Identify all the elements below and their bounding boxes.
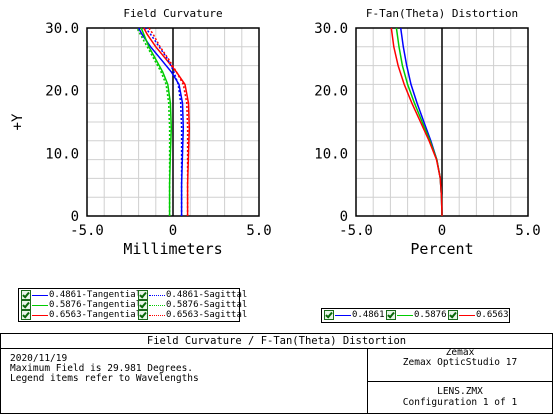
x-tick-label: 5.0 xyxy=(515,223,540,239)
y-tick-label: 20.0 xyxy=(314,84,348,100)
series-line-0-6563-sagittal xyxy=(148,27,189,216)
legend-label: 0.5876-Sagittal xyxy=(166,300,248,310)
legend-label: 0.5876-Tangential xyxy=(49,300,142,310)
footer-config: Configuration 1 of 1 xyxy=(402,397,518,408)
legend-swatch xyxy=(32,304,48,306)
series-line-0-5876-sagittal xyxy=(136,27,171,216)
x-tick-label: -5.0 xyxy=(70,223,104,239)
chart-title: F-Tan(Theta) Distortion xyxy=(366,7,518,20)
footer-legend-note: Legend items refer to Wavelengths xyxy=(10,373,199,384)
legend-checkbox[interactable] xyxy=(138,310,148,320)
legend-swatch xyxy=(32,314,48,316)
legend-checkbox[interactable] xyxy=(21,290,31,300)
legend-label: 0.4861 xyxy=(352,310,385,320)
legend-item-0-5876[interactable]: 0.5876 xyxy=(386,310,447,320)
x-tick-label: 0 xyxy=(438,223,446,239)
y-tick-label: 0 xyxy=(340,209,348,225)
field-curvature-legend: 0.4861-Tangential 0.4861-Sagittal 0.5876-T… xyxy=(18,288,247,322)
legend-swatch xyxy=(397,314,413,316)
series-line-0-4861-sagittal xyxy=(144,27,183,216)
legend-swatch xyxy=(149,314,165,316)
legend-checkbox[interactable] xyxy=(21,310,31,320)
footer-company: Zemax xyxy=(445,347,475,358)
y-tick-label: 10.0 xyxy=(45,146,79,162)
footer-file: LENS.ZMX xyxy=(437,386,483,397)
legend-swatch xyxy=(459,314,475,316)
y-tick-label: 30.0 xyxy=(314,21,348,37)
legend-label: 0.6563-Sagittal xyxy=(166,310,248,320)
x-tick-label: -5.0 xyxy=(339,223,373,239)
footer-divider-horizontal xyxy=(367,381,552,382)
legend-item-0-5876-sagittal[interactable]: 0.5876-Sagittal xyxy=(138,300,247,310)
legend-label: 0.6563 xyxy=(476,310,509,320)
legend-checkbox[interactable] xyxy=(324,310,334,320)
footer-panel: Field Curvature / F-Tan(Theta) Distortio… xyxy=(0,333,553,414)
footer-product: Zemax OpticStudio 17 xyxy=(402,357,518,368)
footer-max-field: Maximum Field is 29.981 Degrees. xyxy=(10,363,194,374)
legend-item-0-4861[interactable]: 0.4861 xyxy=(324,310,385,320)
distortion-legend: 0.4861 0.5876 0.6563 xyxy=(321,308,510,323)
legend-label: 0.6563-Tangential xyxy=(49,310,142,320)
legend-item-0-4861-tangential[interactable]: 0.4861-Tangential xyxy=(21,290,141,300)
legend-checkbox[interactable] xyxy=(138,290,148,300)
legend-item-0-4861-sagittal[interactable]: 0.4861-Sagittal xyxy=(138,290,247,300)
series-line-0-6563 xyxy=(390,27,443,217)
legend-label: 0.5876 xyxy=(414,310,447,320)
legend-swatch xyxy=(149,294,165,296)
legend-swatch xyxy=(335,314,351,316)
y-axis-label: +Y xyxy=(10,113,26,130)
legend-item-0-6563-tangential[interactable]: 0.6563-Tangential xyxy=(21,310,141,320)
legend-checkbox[interactable] xyxy=(21,300,31,310)
y-tick-label: 10.0 xyxy=(314,146,348,162)
x-tick-label: 0 xyxy=(169,223,177,239)
legend-label: 0.4861-Sagittal xyxy=(166,290,248,300)
legend-swatch xyxy=(32,294,48,296)
y-tick-label: 20.0 xyxy=(45,84,79,100)
legend-item-0-6563-sagittal[interactable]: 0.6563-Sagittal xyxy=(138,310,247,320)
legend-checkbox[interactable] xyxy=(138,300,148,310)
x-axis-label: Millimeters xyxy=(123,240,222,258)
y-tick-label: 30.0 xyxy=(45,21,79,37)
legend-item-0-6563[interactable]: 0.6563 xyxy=(448,310,509,320)
y-tick-label: 0 xyxy=(71,209,79,225)
footer-title: Field Curvature / F-Tan(Theta) Distortio… xyxy=(1,334,552,349)
legend-checkbox[interactable] xyxy=(386,310,396,320)
legend-swatch xyxy=(149,304,165,306)
legend-checkbox[interactable] xyxy=(448,310,458,320)
x-tick-label: 5.0 xyxy=(246,223,271,239)
legend-label: 0.4861-Tangential xyxy=(49,290,142,300)
x-axis-label: Percent xyxy=(410,240,473,258)
legend-item-0-5876-tangential[interactable]: 0.5876-Tangential xyxy=(21,300,141,310)
chart-title: Field Curvature xyxy=(123,7,222,20)
footer-date: 2020/11/19 xyxy=(10,353,68,364)
